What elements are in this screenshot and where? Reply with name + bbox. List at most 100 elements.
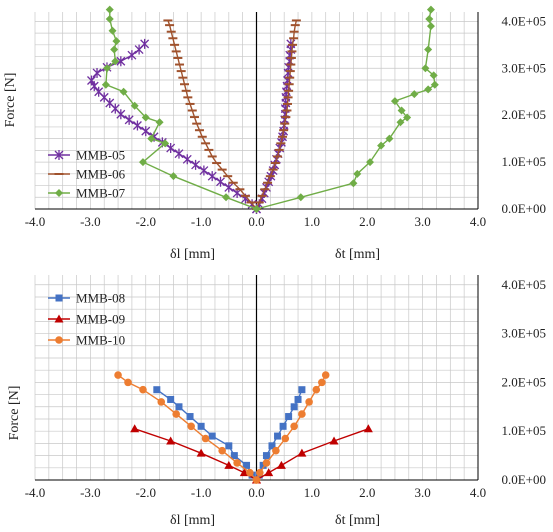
- series-line-mmb-09-left: [134, 428, 257, 481]
- y-tick-label: 3.0E+05: [501, 60, 546, 75]
- tick-labels: -4.0 -3.0 -2.0 -1.0 0.0 1.0 2.0 3.0 4.0 0.0E+00 1.…: [25, 13, 546, 229]
- data-point-mmb-07: [426, 5, 435, 14]
- y-tick-label: 3.0E+05: [501, 326, 546, 341]
- data-point-mmb-10: [305, 398, 313, 406]
- data-point-mmb-08: [274, 432, 282, 440]
- x-tick-label: -3.0: [80, 485, 101, 500]
- data-point-mmb-10: [124, 378, 132, 387]
- data-point-mmb-07: [396, 118, 405, 127]
- data-point-mmb-05: [191, 159, 201, 170]
- data-point-mmb-07: [385, 134, 394, 143]
- data-point-mmb-08: [259, 461, 267, 469]
- x-tick-label: 4.0: [470, 485, 486, 500]
- data-point-mmb-07: [141, 113, 150, 122]
- y-tick-label: 2.0E+05: [501, 374, 546, 389]
- data-point-mmb-05: [207, 171, 217, 182]
- data-point-mmb-07: [349, 179, 358, 188]
- data-point-mmb-09: [276, 460, 286, 469]
- data-point-mmb-05: [199, 165, 209, 176]
- x-tick-label: 1.0: [304, 485, 320, 500]
- x-tick-label: -4.0: [25, 214, 46, 229]
- data-point-mmb-09: [297, 448, 307, 457]
- x-tick-label: -3.0: [80, 214, 101, 229]
- data-point-mmb-05: [94, 86, 104, 97]
- data-point-mmb-09: [329, 436, 339, 445]
- x-axis-label-right: δt [mm]: [335, 247, 380, 262]
- x-tick-label: 0.0: [248, 485, 264, 500]
- data-point-mmb-07: [169, 172, 178, 181]
- data-point-mmb-08: [243, 461, 251, 469]
- data-point-mmb-08: [279, 422, 287, 430]
- data-point-mmb-07: [390, 97, 399, 106]
- data-point-mmb-05: [116, 56, 126, 67]
- data-point-mmb-05: [216, 176, 225, 187]
- data-point-mmb-10: [187, 422, 195, 431]
- data-point-mmb-07: [147, 134, 156, 143]
- data-point-mmb-07: [105, 5, 114, 14]
- data-point-mmb-07: [222, 193, 231, 202]
- legend: MMB-08 MMB-09 MMB-10: [48, 291, 125, 348]
- data-point-mmb-08: [197, 422, 205, 430]
- data-point-mmb-05: [127, 50, 137, 61]
- y-tick-label: 1.0E+05: [501, 423, 546, 438]
- x-axis-label-right: δt [mm]: [335, 513, 380, 528]
- data-point-mmb-09: [196, 448, 206, 457]
- legend-label-mmb-07: MMB-07: [76, 186, 126, 201]
- data-point-mmb-10: [272, 446, 280, 455]
- tick-labels: -4.0 -3.0 -2.0 -1.0 0.0 1.0 2.0 3.0 4.0 0.0E+00 1.…: [25, 277, 546, 500]
- y-tick-label: 1.0E+05: [501, 154, 546, 169]
- data-point-mmb-08: [294, 395, 302, 403]
- legend-marker-mmb-10: [55, 336, 63, 344]
- data-point-mmb-08: [285, 413, 293, 421]
- data-point-mmb-08: [262, 452, 270, 460]
- axes: [35, 275, 479, 481]
- data-point-mmb-10: [233, 459, 241, 467]
- data-point-mmb-05: [141, 126, 151, 137]
- legend-marker-mmb-07: [55, 189, 63, 197]
- data-point-mmb-08: [298, 386, 306, 394]
- data-point-mmb-07: [353, 169, 362, 178]
- data-point-mmb-07: [252, 205, 261, 213]
- y-tick-label: 4.0E+05: [501, 13, 546, 28]
- legend: MMB-05 MMB-06 MMB-07: [48, 148, 126, 201]
- top-chart-panel: -4.0 -3.0 -2.0 -1.0 0.0 1.0 2.0 3.0 4.0 0.0E+00 1.…: [3, 5, 546, 262]
- series-layer: [114, 371, 373, 484]
- data-point-mmb-10: [218, 446, 226, 455]
- data-point-mmb-05: [182, 154, 192, 165]
- data-point-mmb-08: [290, 403, 298, 411]
- x-tick-label: 1.0: [304, 214, 320, 229]
- data-point-mmb-08: [230, 452, 238, 460]
- y-tick-label: 0.0E+00: [501, 201, 546, 216]
- data-point-mmb-07: [421, 64, 430, 73]
- data-point-mmb-10: [252, 476, 261, 484]
- data-point-mmb-07: [366, 158, 375, 167]
- data-point-mmb-10: [114, 371, 122, 379]
- x-tick-label: 3.0: [415, 214, 431, 229]
- data-point-mmb-10: [172, 410, 181, 418]
- data-point-mmb-07: [102, 64, 111, 73]
- x-tick-label: 2.0: [359, 485, 375, 500]
- x-tick-label: -2.0: [135, 485, 156, 500]
- x-tick-label: -1.0: [191, 214, 212, 229]
- x-tick-label: 3.0: [415, 485, 431, 500]
- data-point-mmb-07: [429, 71, 438, 80]
- data-point-mmb-07: [155, 118, 164, 127]
- legend-marker-mmb-05: [54, 150, 64, 160]
- data-point-mmb-09: [130, 424, 140, 433]
- x-tick-label: 2.0: [359, 214, 375, 229]
- series-line-mmb-07-right: [256, 9, 436, 210]
- x-tick-label: -4.0: [25, 485, 46, 500]
- data-point-mmb-08: [225, 442, 233, 450]
- y-axis-label: Force [N]: [3, 73, 18, 128]
- data-point-mmb-07: [119, 87, 128, 96]
- x-tick-label: 0.0: [248, 214, 264, 229]
- legend-label-mmb-10: MMB-10: [76, 333, 125, 348]
- data-point-mmb-05: [87, 75, 96, 86]
- x-axis-label-left: δl [mm]: [170, 247, 215, 262]
- data-point-mmb-05: [174, 148, 184, 159]
- legend-marker-mmb-09: [54, 314, 64, 323]
- data-point-mmb-05: [140, 38, 150, 49]
- legend-label-mmb-09: MMB-09: [76, 312, 125, 327]
- y-tick-label: 2.0E+05: [501, 107, 546, 122]
- x-tick-label: 4.0: [470, 214, 486, 229]
